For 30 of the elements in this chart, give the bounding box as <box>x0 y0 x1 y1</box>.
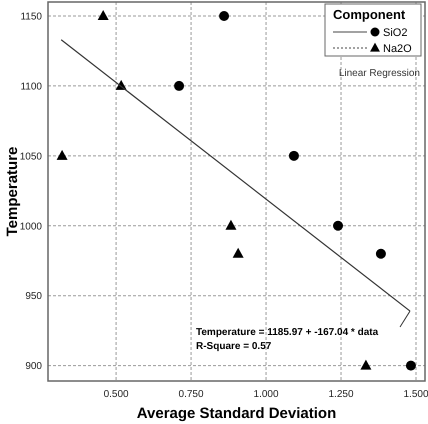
legend-title: Component <box>333 7 406 22</box>
x-axis-title: Average Standard Deviation <box>136 405 336 422</box>
point <box>174 80 184 91</box>
y-tick-label: 1100 <box>20 81 42 92</box>
point <box>232 248 244 258</box>
point <box>333 220 344 231</box>
point <box>56 150 68 160</box>
x-tick-label: 0.750 <box>178 389 204 400</box>
x-tick-label: 1.500 <box>403 389 428 400</box>
legend-label: Na2O <box>383 43 412 55</box>
y-axis-title: Temperature <box>4 146 21 236</box>
y-tick-label: 900 <box>25 361 42 372</box>
x-tick-label: 0.500 <box>104 389 130 400</box>
x-tick-label: 1.250 <box>328 389 354 400</box>
point <box>225 220 236 230</box>
point <box>360 360 372 370</box>
annotation: Temperature = 1185.97 + -167.04 * data <box>196 327 379 338</box>
y-tick-label: 1150 <box>20 11 42 22</box>
legend-label: SiO2 <box>383 27 408 39</box>
point <box>288 150 299 161</box>
point <box>376 248 386 259</box>
point <box>98 10 109 20</box>
y-tick-label: 1000 <box>20 221 42 232</box>
annotation: R-Square = 0.57 <box>196 341 272 352</box>
annotation: Linear Regression <box>338 68 420 79</box>
point <box>406 360 416 371</box>
x-tick-label: 1.000 <box>254 389 279 400</box>
point <box>219 10 230 21</box>
y-tick-label: 1050 <box>20 151 42 162</box>
y-tick-label: 950 <box>25 291 42 302</box>
